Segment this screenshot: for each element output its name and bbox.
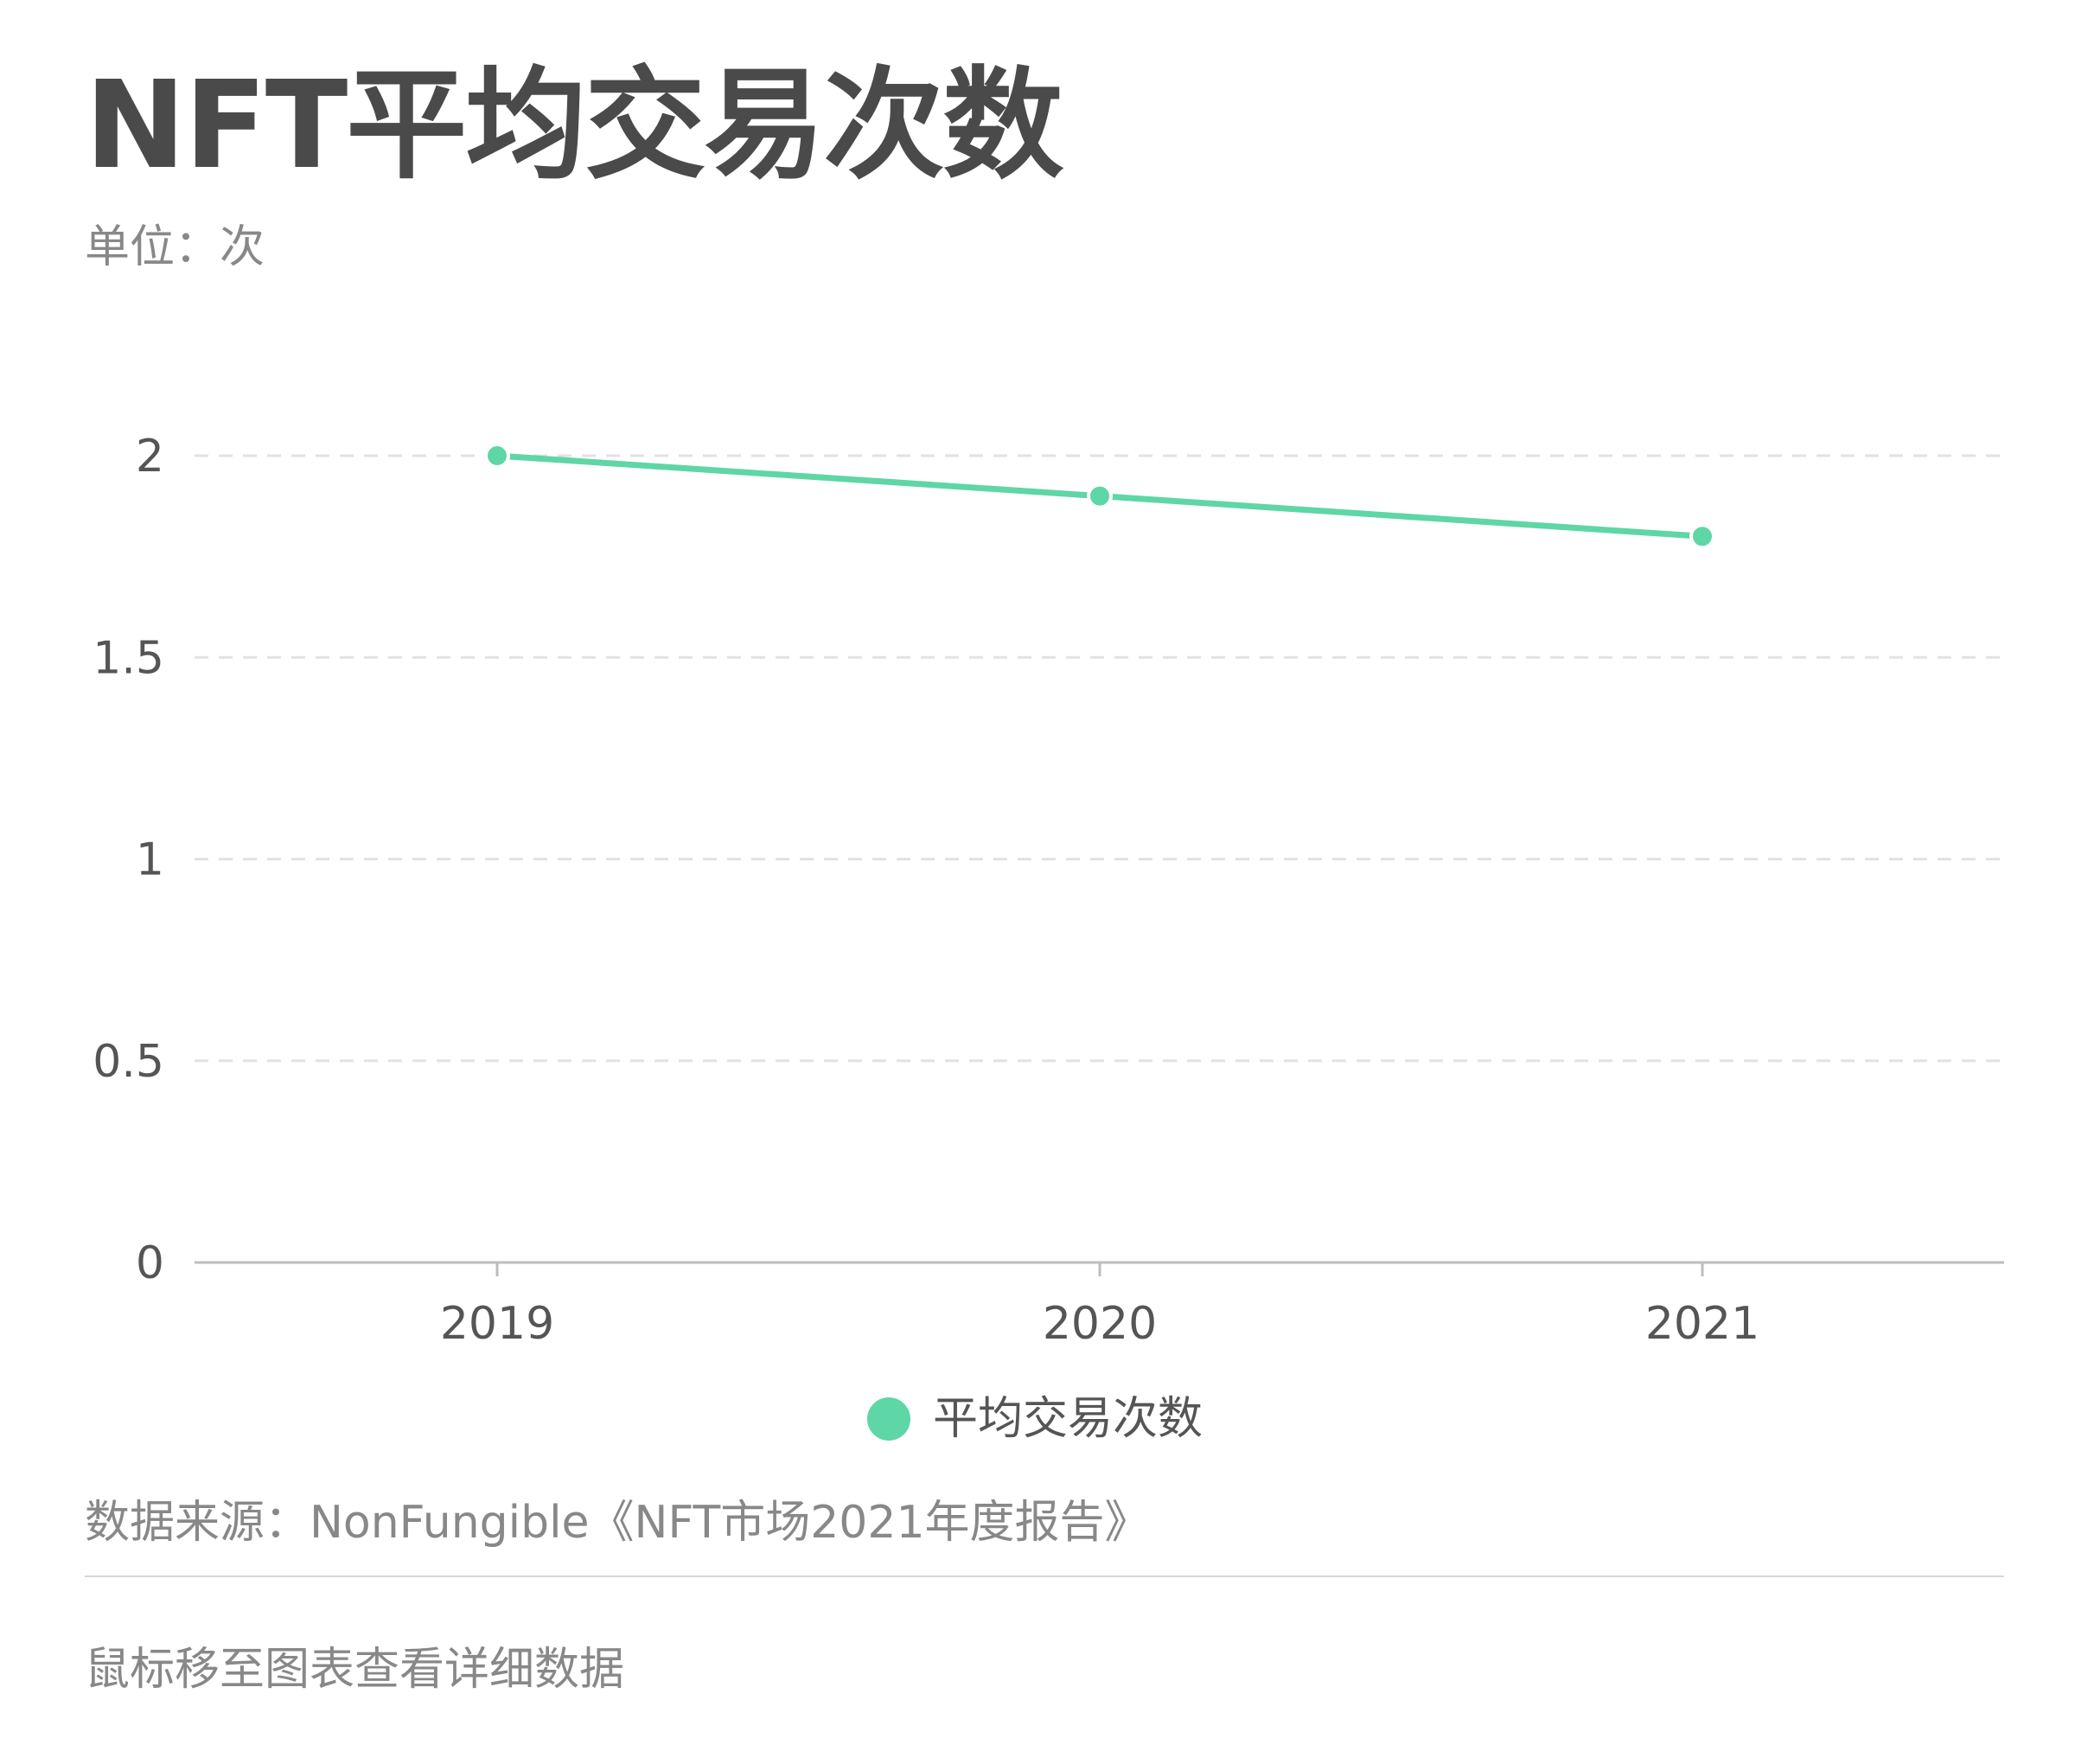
x-tick-label: 2021 [1645,1298,1759,1350]
data-point [1689,523,1715,550]
data-point [1087,483,1113,509]
data-source: 数据来源：NonFungible《NFT市场2021年度报告》 [85,1497,1150,1549]
hover-hint: 鼠标移至图表查看详细数据 [85,1644,625,1696]
chart-title: NFT平均交易次数 [85,55,1063,196]
legend-swatch [867,1397,910,1441]
y-tick-label: 0.5 [93,1036,164,1088]
legend[interactable]: 平均交易次数 [867,1392,1203,1446]
y-tick-label: 0 [136,1237,164,1289]
legend-label: 平均交易次数 [933,1393,1204,1445]
y-tick-label: 2 [136,431,164,483]
unit-label: 单位：次 [85,221,265,273]
y-tick-label: 1 [136,834,164,886]
divider [85,1575,2004,1577]
x-tick-label: 2020 [1043,1298,1157,1350]
data-point [484,443,510,469]
line-chart[interactable]: 0 0.5 1 1.5 2 2019 2020 2021 [0,0,2075,1384]
y-tick-label: 1.5 [93,632,164,684]
x-tick-label: 2019 [440,1298,554,1350]
